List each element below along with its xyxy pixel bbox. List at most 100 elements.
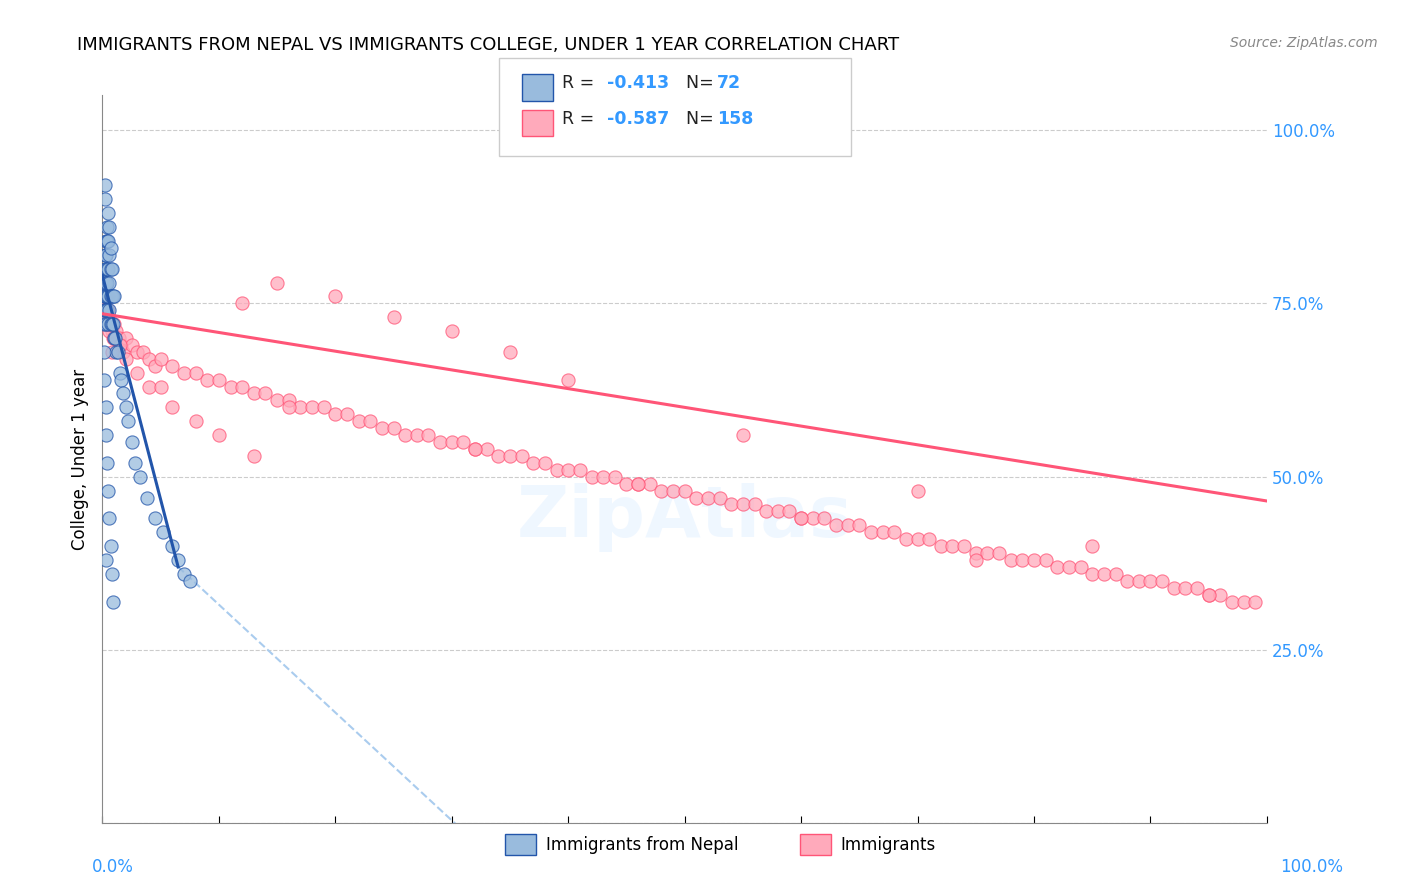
Point: [94, 303, 117, 318]
Point: [243, 386, 266, 401]
Point: [323, 407, 346, 421]
Point: [94, 261, 117, 276]
Point: [96, 310, 118, 325]
Text: N=: N=: [686, 74, 720, 92]
Point: [94, 276, 117, 290]
Point: [988, 546, 1011, 560]
Point: [1035, 553, 1057, 567]
Point: [94, 289, 117, 303]
Point: [162, 401, 184, 415]
Point: [499, 449, 522, 463]
Point: [108, 338, 131, 352]
Point: [132, 344, 155, 359]
Point: [486, 449, 509, 463]
Point: [499, 344, 522, 359]
Point: [953, 539, 976, 553]
Point: [100, 317, 122, 331]
Point: [94, 289, 117, 303]
Point: [638, 476, 661, 491]
Point: [941, 539, 963, 553]
Point: [96, 317, 118, 331]
Point: [872, 525, 894, 540]
Point: [709, 491, 731, 505]
Point: [94, 310, 117, 325]
Point: [143, 511, 166, 525]
Point: [127, 366, 149, 380]
Point: [100, 317, 122, 331]
Point: [277, 401, 299, 415]
Point: [918, 532, 941, 546]
Point: [929, 539, 952, 553]
Point: [103, 317, 125, 331]
Point: [195, 373, 218, 387]
Point: [1046, 560, 1069, 574]
Point: [96, 234, 118, 248]
Point: [673, 483, 696, 498]
Point: [790, 511, 813, 525]
Point: [1198, 588, 1220, 602]
Point: [254, 386, 277, 401]
Point: [94, 192, 117, 206]
Point: [101, 317, 124, 331]
Point: [453, 435, 475, 450]
Point: [94, 178, 117, 193]
Point: [94, 248, 117, 262]
Point: [93, 296, 115, 310]
Point: [323, 289, 346, 303]
Point: [243, 449, 266, 463]
Point: [1022, 553, 1045, 567]
Point: [167, 553, 190, 567]
Point: [650, 483, 672, 498]
Point: [1104, 566, 1126, 581]
Point: [143, 359, 166, 373]
Point: [1152, 574, 1174, 588]
Point: [557, 373, 579, 387]
Point: [114, 351, 136, 366]
Point: [581, 469, 603, 483]
Point: [103, 331, 125, 345]
Point: [94, 303, 117, 318]
Point: [97, 206, 120, 220]
Point: [101, 594, 124, 608]
Point: [114, 331, 136, 345]
Point: [124, 456, 146, 470]
Point: [557, 463, 579, 477]
Point: [1000, 553, 1022, 567]
Point: [112, 344, 135, 359]
Point: [97, 483, 120, 498]
Point: [97, 234, 120, 248]
Text: -0.587: -0.587: [607, 110, 669, 128]
Point: [382, 310, 405, 325]
Point: [848, 518, 870, 533]
Point: [312, 401, 335, 415]
Point: [720, 498, 742, 512]
Point: [98, 276, 121, 290]
Point: [627, 476, 650, 491]
Point: [464, 442, 486, 456]
Point: [813, 511, 835, 525]
Point: [731, 428, 754, 442]
Point: [755, 504, 778, 518]
Point: [94, 261, 117, 276]
Point: [778, 504, 800, 518]
Point: [394, 428, 416, 442]
Point: [231, 296, 253, 310]
Point: [162, 539, 184, 553]
Point: [184, 366, 207, 380]
Point: [1209, 588, 1232, 602]
Point: [662, 483, 685, 498]
Point: [894, 532, 917, 546]
Point: [1081, 566, 1104, 581]
Point: [100, 539, 122, 553]
Point: [94, 317, 117, 331]
Point: [121, 435, 143, 450]
Point: [94, 234, 117, 248]
Y-axis label: College, Under 1 year: College, Under 1 year: [72, 368, 89, 550]
Point: [266, 276, 288, 290]
Point: [100, 261, 122, 276]
Text: ZipAtlas: ZipAtlas: [516, 483, 852, 552]
Point: [1081, 539, 1104, 553]
Point: [100, 566, 122, 581]
Point: [766, 504, 789, 518]
Point: [371, 421, 394, 435]
